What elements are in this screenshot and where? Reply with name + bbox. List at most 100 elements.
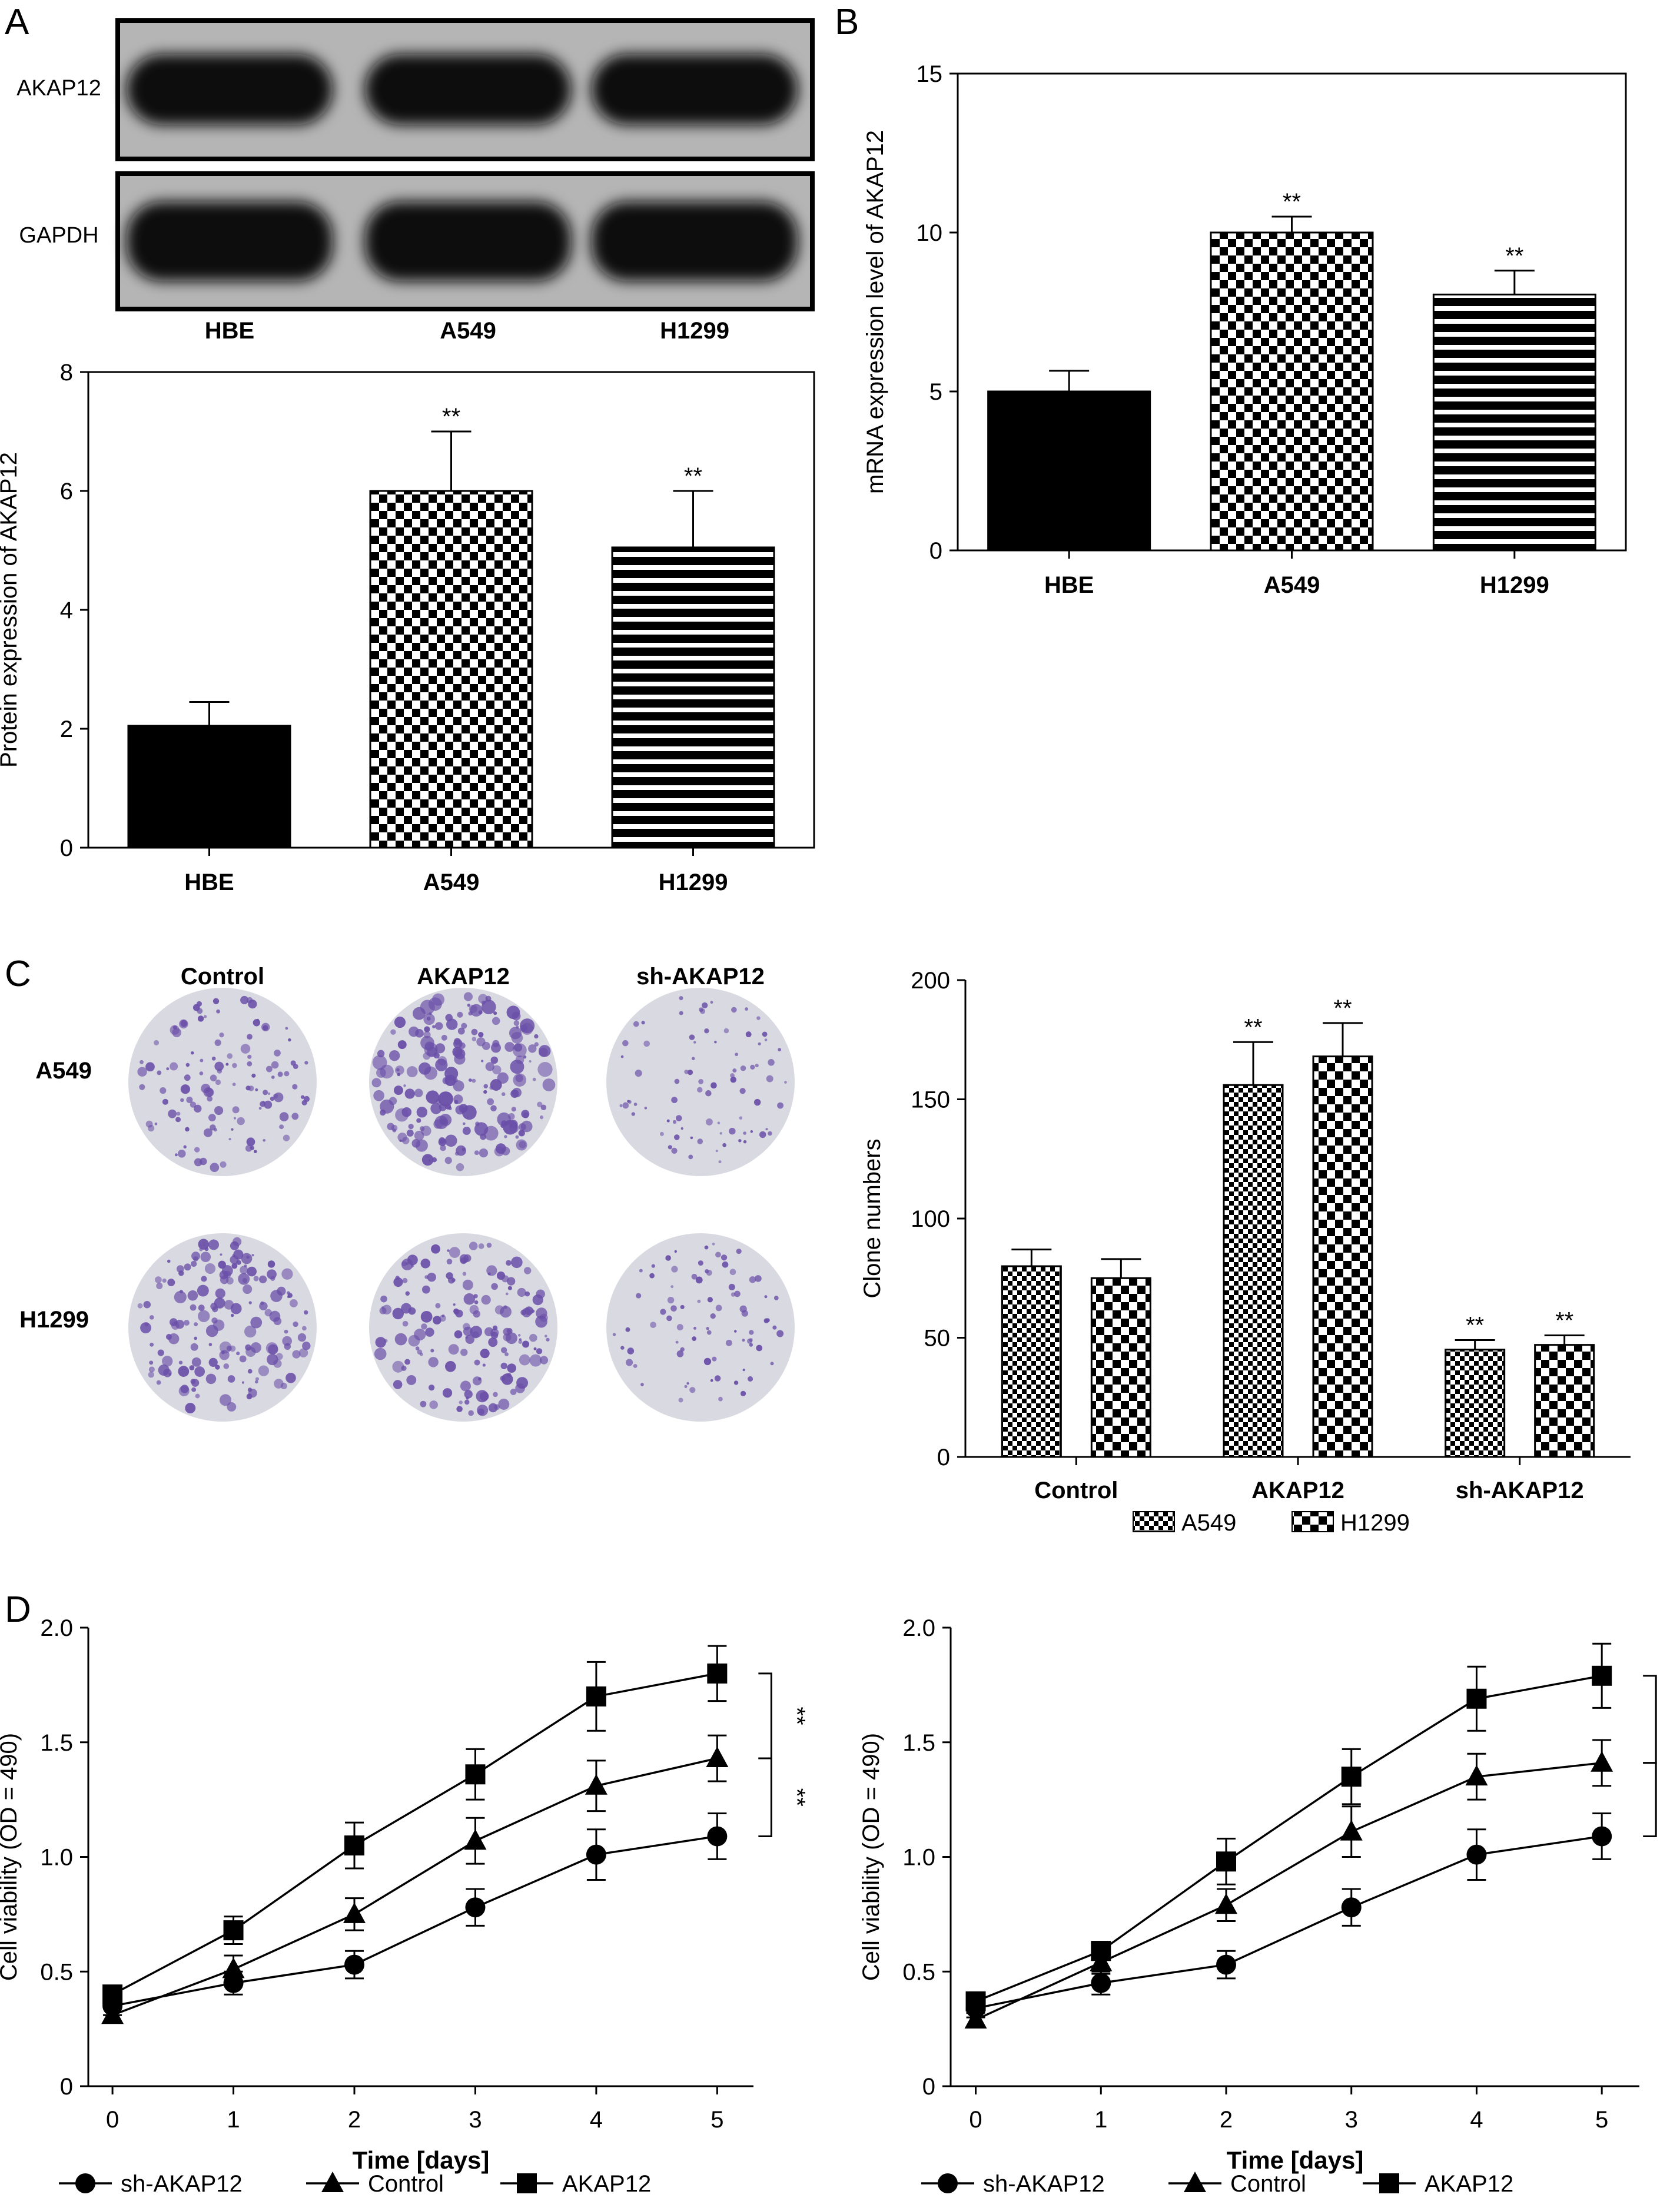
clones-y-tick-label: 0 — [937, 1445, 950, 1470]
colony — [195, 1393, 200, 1399]
colony — [644, 1106, 648, 1110]
colony — [284, 1071, 290, 1077]
viability_right-point-akap12 — [1341, 1767, 1362, 1787]
colony — [265, 1342, 278, 1355]
colony — [247, 1369, 253, 1374]
colony — [625, 1327, 630, 1332]
colony — [168, 1109, 177, 1118]
colony — [391, 1124, 398, 1131]
colony — [674, 1250, 677, 1253]
panel-label-b: B — [835, 2, 859, 42]
viability_left-point-sh-akap12 — [586, 1844, 606, 1865]
plate-h1299-control — [128, 1233, 317, 1422]
colony — [529, 1354, 542, 1367]
colony — [253, 1019, 261, 1027]
colony — [479, 1148, 489, 1158]
colony — [210, 1124, 216, 1131]
colony — [244, 1325, 257, 1338]
colony — [509, 1027, 522, 1040]
colony — [214, 1039, 221, 1046]
colony — [725, 1339, 732, 1346]
protein-bar-hbe — [127, 725, 291, 849]
colony — [715, 1251, 721, 1258]
colony — [511, 1107, 516, 1112]
colony — [529, 1060, 532, 1063]
protein-y-tick-label: 4 — [60, 597, 73, 623]
mrna-y-tick-label: 5 — [929, 379, 942, 405]
colony — [393, 1085, 403, 1095]
colony — [746, 1338, 752, 1344]
mrna-x-tick-label: A549 — [1264, 572, 1320, 598]
colony — [689, 1034, 695, 1040]
colony — [380, 1109, 386, 1116]
colony — [512, 1011, 521, 1021]
colony — [738, 1139, 742, 1143]
colony — [247, 1054, 252, 1059]
colony — [174, 1290, 187, 1304]
viability_right-point-sh-akap12 — [1592, 1826, 1612, 1847]
colony — [469, 1304, 479, 1314]
mrna-y-tick-label: 0 — [929, 538, 942, 564]
colony — [435, 1058, 448, 1071]
colony — [773, 1296, 779, 1300]
colony — [178, 1360, 183, 1365]
colony — [697, 1087, 703, 1093]
colony — [534, 1034, 539, 1039]
colony — [399, 1139, 402, 1142]
colony — [190, 1051, 194, 1055]
colony — [280, 1382, 287, 1390]
colony — [496, 1271, 506, 1280]
colony — [379, 1307, 387, 1314]
plate-dish — [128, 988, 317, 1176]
colony — [705, 1090, 712, 1097]
colony — [542, 1078, 556, 1091]
colony — [666, 1119, 670, 1123]
viability_right-point-control — [1591, 1751, 1613, 1772]
colony — [229, 1345, 236, 1352]
colony — [733, 1380, 739, 1385]
colony — [231, 1128, 234, 1131]
colony — [740, 1065, 746, 1071]
colony — [194, 1322, 198, 1327]
colony — [710, 1313, 716, 1319]
colony — [768, 1059, 775, 1066]
colony — [208, 1343, 213, 1346]
colony — [492, 1065, 502, 1075]
colony — [453, 1303, 456, 1306]
colony — [723, 1028, 729, 1034]
colony — [263, 1138, 266, 1142]
colony — [739, 1088, 746, 1094]
colony — [263, 1090, 268, 1095]
colony — [402, 1320, 409, 1327]
colony — [777, 1102, 784, 1109]
colony — [371, 1078, 381, 1088]
viability_right-point-akap12 — [1592, 1665, 1612, 1686]
colony — [515, 1135, 519, 1139]
colony — [533, 1347, 537, 1350]
colony — [240, 995, 249, 1005]
colony — [721, 1254, 728, 1261]
colony — [233, 1249, 244, 1260]
colony — [453, 1080, 464, 1092]
blot-lane-label-a549: A549 — [440, 318, 496, 344]
plate-h1299-akap12 — [369, 1233, 557, 1422]
colony — [255, 1088, 258, 1091]
colony — [464, 1399, 470, 1405]
colony — [521, 1110, 530, 1118]
panel-label-c: C — [5, 954, 31, 994]
viability_right-significance: ** — [1668, 1791, 1680, 1809]
colony — [491, 1283, 498, 1290]
mrna-x-tick-label: H1299 — [1480, 572, 1549, 598]
colony — [666, 1315, 672, 1322]
colony — [395, 1065, 404, 1075]
viability_left-point-akap12 — [586, 1686, 606, 1707]
colony — [156, 1380, 161, 1385]
colony — [715, 1304, 722, 1312]
colony — [519, 1338, 522, 1341]
colony — [695, 1276, 703, 1284]
colony — [166, 1067, 170, 1071]
colony — [540, 1104, 547, 1111]
colony — [494, 1305, 504, 1315]
colony — [686, 1382, 689, 1385]
colony — [438, 1091, 453, 1107]
